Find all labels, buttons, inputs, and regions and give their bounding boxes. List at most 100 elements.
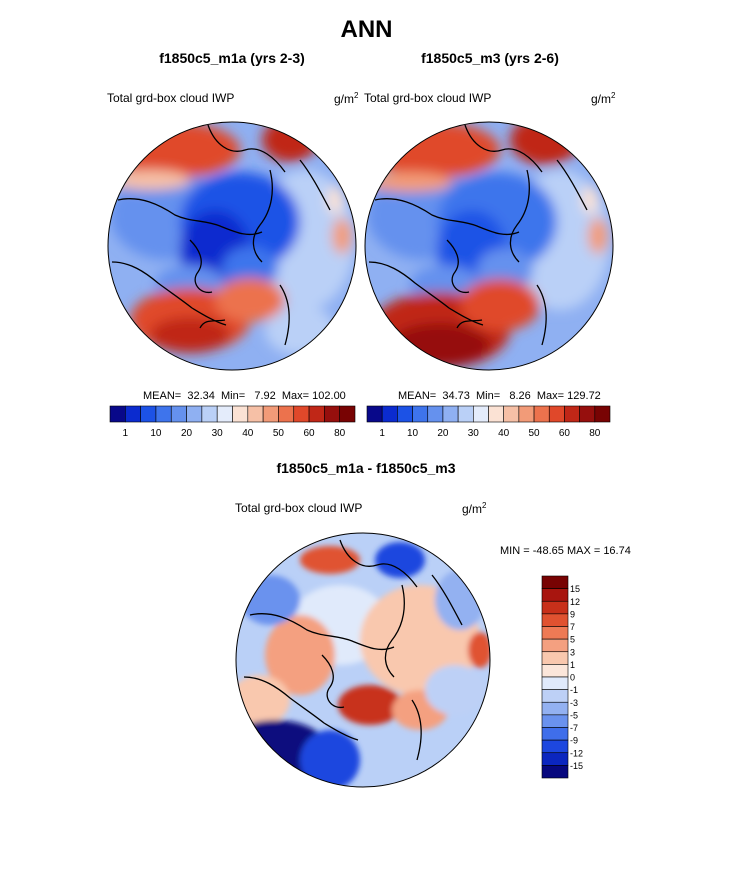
figure-title: ANN bbox=[340, 16, 393, 43]
colorbar-tick-label: 12 bbox=[570, 597, 580, 607]
colorbar-swatch bbox=[247, 405, 264, 423]
panel2-map bbox=[365, 122, 613, 370]
colorbar-swatch bbox=[109, 405, 126, 423]
colorbar-tick-label: 80 bbox=[589, 428, 601, 439]
colorbar-swatch bbox=[541, 765, 569, 779]
colorbar-tick-label: 50 bbox=[273, 428, 285, 439]
colorbar-tick-label: -3 bbox=[570, 698, 578, 708]
panel1-units: g/m2 bbox=[334, 91, 359, 106]
colorbar-swatch bbox=[541, 664, 569, 678]
panel3-colorbar: 15 12 9 7 5 3 1 0 -1 -3 -5 -7 -9 -12 -15 bbox=[541, 575, 583, 779]
colorbar-tick-label: 40 bbox=[498, 428, 510, 439]
colorbar-tick-label: 50 bbox=[529, 428, 541, 439]
colorbar-swatch bbox=[155, 405, 172, 423]
colorbar-swatch bbox=[397, 405, 413, 423]
panel2-coastlines bbox=[368, 124, 588, 346]
panel3-coastlines bbox=[243, 539, 463, 761]
colorbar-tick-label: -5 bbox=[570, 710, 578, 720]
colorbar-swatch bbox=[488, 405, 504, 423]
panel2-units: g/m2 bbox=[591, 91, 616, 106]
colorbar-tick-label: 10 bbox=[407, 428, 419, 439]
panel1-coastlines bbox=[111, 124, 331, 346]
panel2-title: f1850c5_m3 (yrs 2-6) bbox=[421, 50, 559, 66]
colorbar-swatch bbox=[518, 405, 535, 423]
colorbar-swatch bbox=[125, 405, 141, 423]
panel1-map bbox=[108, 122, 356, 370]
colorbar-tick-label: -7 bbox=[570, 723, 578, 733]
colorbar-swatch bbox=[541, 701, 569, 716]
colorbar-swatch bbox=[541, 651, 569, 665]
colorbar-swatch bbox=[541, 689, 569, 703]
colorbar-tick-label: 30 bbox=[212, 428, 224, 439]
colorbar-swatch bbox=[548, 405, 565, 423]
colorbar-tick-label: 1 bbox=[379, 428, 385, 439]
colorbar-swatch bbox=[533, 405, 550, 423]
colorbar-tick-label: 5 bbox=[570, 635, 575, 645]
colorbar-tick-label: -9 bbox=[570, 736, 578, 746]
colorbar-swatch bbox=[324, 405, 340, 423]
colorbar-swatch bbox=[541, 676, 569, 690]
colorbar-tick-label: 3 bbox=[570, 647, 575, 657]
panel3-variable-label: Total grd-box cloud IWP bbox=[235, 501, 363, 515]
colorbar-swatch bbox=[594, 405, 611, 423]
colorbar-swatch bbox=[339, 405, 356, 423]
colorbar-swatch bbox=[473, 405, 489, 423]
colorbar-swatch bbox=[541, 714, 569, 728]
colorbar-swatch bbox=[366, 405, 383, 423]
panel2-map-border bbox=[364, 121, 614, 371]
colorbar-tick-label: 10 bbox=[150, 428, 162, 439]
colorbar-swatch bbox=[503, 405, 520, 423]
colorbar-swatch bbox=[381, 405, 398, 423]
colorbar-tick-label: 1 bbox=[123, 428, 129, 439]
colorbar-tick-label: -15 bbox=[570, 761, 583, 771]
panel3-map bbox=[236, 533, 490, 787]
colorbar-tick-label: 60 bbox=[304, 428, 316, 439]
panel2-stats: MEAN= 34.73 Min= 8.26 Max= 129.72 bbox=[398, 390, 601, 402]
colorbar-swatch bbox=[278, 405, 295, 423]
colorbar-swatch bbox=[412, 405, 429, 423]
colorbar-tick-label: 20 bbox=[437, 428, 449, 439]
colorbar-swatch bbox=[579, 405, 596, 423]
colorbar-swatch bbox=[308, 405, 325, 423]
colorbar-swatch bbox=[541, 588, 569, 602]
colorbar-swatch bbox=[262, 405, 279, 423]
colorbar-swatch bbox=[541, 739, 569, 754]
colorbar-swatch bbox=[541, 752, 569, 766]
colorbar-swatch bbox=[541, 575, 569, 589]
colorbar-tick-label: 30 bbox=[468, 428, 480, 439]
panel1-map-border bbox=[107, 121, 357, 371]
colorbar-swatch bbox=[541, 613, 569, 627]
colorbar-swatch bbox=[541, 626, 569, 640]
colorbar-swatch bbox=[140, 405, 157, 423]
colorbar-tick-label: 1 bbox=[570, 660, 575, 670]
colorbar-tick-label: 0 bbox=[570, 673, 575, 683]
panel2-colorbar: 1 10 20 30 40 50 60 80 bbox=[366, 405, 611, 439]
colorbar-swatch bbox=[216, 405, 233, 423]
colorbar-swatch bbox=[541, 638, 569, 653]
colorbar-tick-label: 60 bbox=[559, 428, 571, 439]
colorbar-swatch bbox=[442, 405, 459, 423]
colorbar-tick-label: -12 bbox=[570, 748, 583, 758]
colorbar-swatch bbox=[564, 405, 580, 423]
panel2-variable-label: Total grd-box cloud IWP bbox=[364, 91, 492, 105]
colorbar-swatch bbox=[541, 727, 569, 741]
panel3-title: f1850c5_m1a - f1850c5_m3 bbox=[276, 460, 456, 476]
panel1-variable-label: Total grd-box cloud IWP bbox=[107, 91, 235, 105]
panel3-minmax: MIN = -48.65 MAX = 16.74 bbox=[500, 545, 631, 557]
colorbar-tick-label: 80 bbox=[334, 428, 346, 439]
colorbar-swatch bbox=[170, 405, 187, 423]
colorbar-swatch bbox=[186, 405, 203, 423]
panel1-colorbar: 1 10 20 30 40 50 60 80 bbox=[109, 405, 356, 439]
colorbar-tick-label: 9 bbox=[570, 609, 575, 619]
panel3-map-border bbox=[235, 532, 491, 788]
colorbar-swatch bbox=[457, 405, 474, 423]
panel1-stats: MEAN= 32.34 Min= 7.92 Max= 102.00 bbox=[143, 390, 346, 402]
colorbar-tick-label: 15 bbox=[570, 584, 580, 594]
colorbar-swatch bbox=[232, 405, 249, 423]
colorbar-swatch bbox=[541, 600, 569, 615]
colorbar-swatch bbox=[293, 405, 310, 423]
colorbar-swatch bbox=[201, 405, 218, 423]
colorbar-tick-label: -1 bbox=[570, 685, 578, 695]
colorbar-tick-label: 40 bbox=[242, 428, 254, 439]
